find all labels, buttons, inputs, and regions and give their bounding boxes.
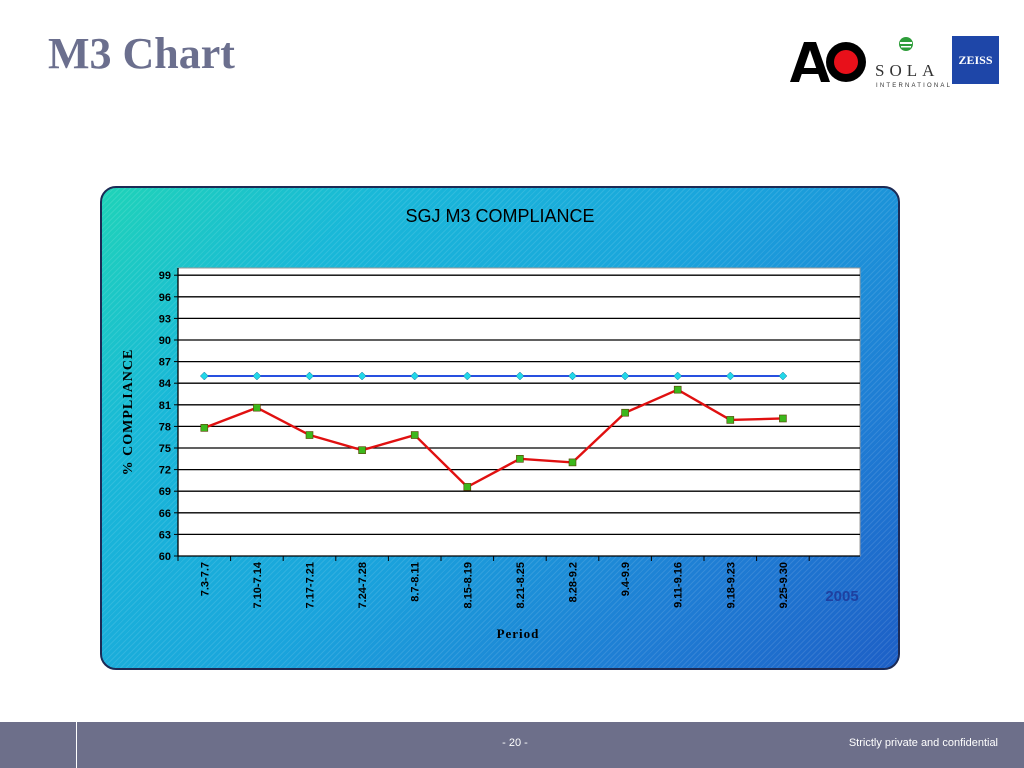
target-point	[620, 371, 630, 381]
brand-logos: SOLA INTERNATIONAL ZEISS	[790, 36, 999, 89]
y-tick-label: 69	[159, 486, 171, 498]
compliance-point	[463, 483, 472, 491]
target-point	[673, 371, 683, 381]
x-tick-label: 8.15-8.19	[462, 562, 474, 608]
y-tick-label: 60	[159, 551, 171, 563]
y-tick-label: 75	[159, 443, 171, 455]
y-tick-label: 84	[159, 378, 172, 390]
target-point	[410, 371, 420, 381]
compliance-point	[779, 414, 787, 423]
year-group-label: 2005	[825, 588, 858, 605]
x-tick-label: 7.10-7.14	[252, 561, 264, 608]
y-tick-label: 96	[159, 292, 171, 304]
footer-bar: - 20 - Strictly private and confidential	[0, 722, 1024, 768]
compliance-point	[305, 431, 314, 439]
target-point	[515, 371, 525, 381]
target-point	[462, 371, 472, 381]
chart-panel: SGJ M3 COMPLIANCE 60 63 66 69 72 75 78 81 84 87 90…	[100, 186, 900, 670]
x-tick-label: 8.21-8.25	[515, 562, 527, 608]
compliance-point	[516, 454, 524, 463]
compliance-point	[673, 385, 682, 394]
x-tick-label: 9.11-9.16	[673, 562, 685, 608]
compliance-point	[358, 446, 366, 454]
axes	[174, 268, 860, 561]
x-tick-label: 7.3-7.7	[199, 562, 211, 596]
compliance-point	[253, 403, 261, 412]
zeiss-logo: ZEISS	[952, 36, 999, 84]
x-tick-label: 9.25-9.30	[778, 562, 790, 608]
y-tick-labels: 60 63 66 69 72 75 78 81 84 87 90 93 96 99	[159, 270, 172, 563]
plot-area	[177, 267, 861, 557]
zeiss-wordmark: ZEISS	[958, 53, 992, 67]
y-axis-label: % COMPLIANCE	[121, 349, 136, 476]
compliance-point	[410, 431, 419, 439]
y-tick-label: 90	[159, 335, 171, 347]
y-tick-label: 63	[159, 529, 171, 541]
y-tick-label: 72	[159, 465, 171, 477]
target-point	[778, 371, 788, 381]
x-tick-label: 7.24-7.28	[357, 562, 369, 608]
x-tick-label: 9.18-9.23	[725, 562, 737, 608]
y-tick-label: 81	[159, 400, 171, 412]
page-number: - 20 -	[502, 737, 528, 749]
compliance-point	[621, 408, 629, 417]
ao-logo	[790, 42, 866, 82]
slide-title: M3 Chart	[48, 29, 235, 78]
target-point	[568, 371, 577, 381]
x-tick-label: 8.7-8.11	[410, 562, 422, 602]
series-lines	[199, 371, 788, 491]
target-point	[252, 371, 262, 381]
y-tick-label: 78	[159, 421, 171, 433]
y-tick-label: 66	[159, 508, 171, 520]
grid-lines	[178, 274, 860, 536]
x-tick-label: 9.4-9.9	[620, 562, 632, 596]
compliance-chart: SGJ M3 COMPLIANCE 60 63 66 69 72 75 78 81 84 87 90…	[121, 206, 861, 641]
target-point	[199, 371, 209, 381]
y-tick-label: 99	[159, 270, 171, 282]
target-point	[305, 371, 314, 381]
compliance-point	[568, 458, 577, 467]
x-axis-label: Period	[497, 626, 540, 641]
compliance-point	[726, 416, 735, 424]
compliance-line	[203, 388, 783, 489]
target-point	[357, 371, 367, 381]
sola-subtitle: INTERNATIONAL	[876, 83, 952, 89]
sola-wordmark: SOLA	[875, 61, 939, 80]
target-point	[725, 371, 735, 381]
footer-divider	[76, 722, 77, 768]
confidentiality-note: Strictly private and confidential	[848, 737, 998, 749]
compliance-point	[200, 424, 209, 432]
y-tick-label: 93	[159, 313, 171, 325]
chart-title: SGJ M3 COMPLIANCE	[405, 206, 594, 226]
x-tick-label: 8.28-9.2	[568, 562, 580, 602]
x-tick-labels: 7.3-7.7 7.10-7.14 7.17-7.21 7.24-7.28 8.7-8.…	[199, 561, 790, 608]
x-tick-label: 7.17-7.21	[305, 562, 317, 608]
y-tick-label: 87	[159, 357, 171, 369]
sola-logo: SOLA INTERNATIONAL	[875, 37, 952, 89]
